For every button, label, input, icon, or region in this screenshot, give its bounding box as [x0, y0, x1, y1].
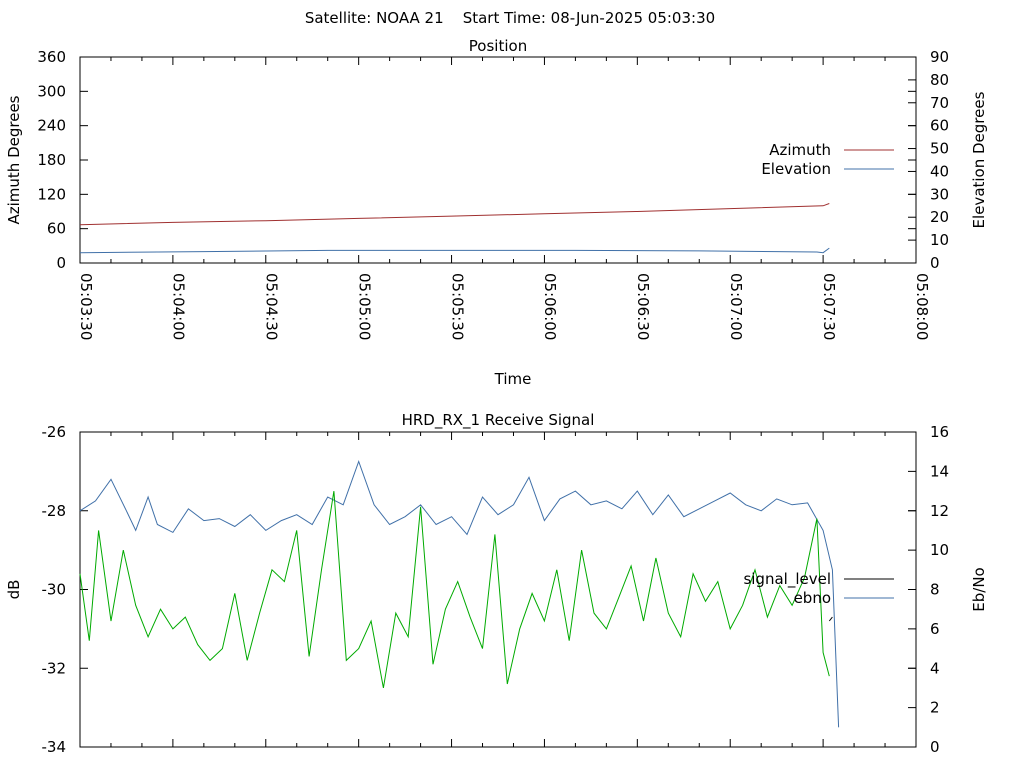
- y-tick-label: 300: [37, 82, 66, 100]
- y2-tick-label: 90: [930, 48, 949, 66]
- x-tick-label: 05:07:30: [820, 273, 838, 340]
- y2-tick-label: 20: [930, 208, 949, 226]
- y2-tick-label: 2: [930, 699, 940, 717]
- y2-tick-label: 10: [930, 541, 949, 559]
- x-tick-label: 05:03:30: [77, 273, 95, 340]
- y-tick-label: 120: [37, 185, 66, 203]
- position-plot: Position 0 60 120 180 240 300 360 0 10 20 30 40 50 60 7…: [5, 37, 988, 388]
- plot-title: HRD_RX_1 Receive Signal: [402, 411, 595, 430]
- x-tick-label: 05:05:30: [448, 273, 466, 340]
- legend-label: Azimuth: [769, 141, 831, 159]
- y-tick-label: -26: [42, 423, 67, 441]
- y-tick-label: 60: [47, 220, 66, 238]
- y-tick-label: 360: [37, 48, 66, 66]
- series-line-azimuth: [79, 203, 830, 226]
- x-tick-label: 05:06:30: [634, 273, 652, 340]
- y2-tick-label: 60: [930, 117, 949, 135]
- series-line-elevation: [79, 247, 830, 254]
- receive-signal-plot: HRD_RX_1 Receive Signal -34 -32 -30 -28 -26 0 2…: [5, 411, 988, 756]
- y2-axis-label: Eb/No: [970, 567, 988, 611]
- y-tick-label: -30: [42, 581, 67, 599]
- y2-tick-label: 40: [930, 162, 949, 180]
- y-tick-label: 180: [37, 151, 66, 169]
- x-tick-label: 05:05:00: [355, 273, 373, 340]
- y-tick-label: -28: [42, 502, 67, 520]
- y2-tick-label: 70: [930, 94, 949, 112]
- page-title: Satellite: NOAA 21 Start Time: 08-Jun-20…: [305, 9, 715, 27]
- x-tick-label: 05:08:00: [913, 273, 931, 340]
- y2-tick-label: 30: [930, 185, 949, 203]
- y2-tick-label: 16: [930, 423, 949, 441]
- y2-tick-label: 14: [930, 462, 949, 480]
- plot-frame: [79, 431, 917, 748]
- legend-label: signal_level: [743, 570, 831, 589]
- y2-tick-label: 6: [930, 620, 940, 638]
- series-line-ebno: [79, 460, 840, 728]
- y2-axis-label: Elevation Degrees: [970, 91, 988, 228]
- series-line-unnamed-2: [79, 491, 830, 688]
- y-axis-label: dB: [5, 580, 23, 600]
- series-line-signal-level: [828, 616, 833, 622]
- y-tick-label: -32: [42, 659, 67, 677]
- y2-tick-label: 12: [930, 502, 949, 520]
- legend-label: Elevation: [761, 160, 831, 178]
- y-axis-label: Azimuth Degrees: [5, 95, 23, 224]
- y2-tick-label: 0: [930, 738, 940, 756]
- x-tick-label: 05:04:30: [263, 273, 281, 340]
- x-tick-label: 05:07:00: [727, 273, 745, 340]
- plot-title: Position: [469, 37, 527, 55]
- y2-tick-label: 8: [930, 581, 940, 599]
- legend-label: ebno: [794, 589, 831, 607]
- y2-tick-label: 80: [930, 71, 949, 89]
- y2-tick-label: 4: [930, 659, 940, 677]
- y2-tick-label: 0: [930, 254, 940, 272]
- y-tick-label: 240: [37, 117, 66, 135]
- y2-tick-label: 10: [930, 231, 949, 249]
- y2-tick-label: 50: [930, 140, 949, 158]
- y-tick-label: 0: [56, 254, 66, 272]
- y-tick-label: -34: [42, 738, 67, 756]
- x-axis-label: Time: [494, 370, 532, 388]
- x-tick-label: 05:04:00: [170, 273, 188, 340]
- x-tick-label: 05:06:00: [541, 273, 559, 340]
